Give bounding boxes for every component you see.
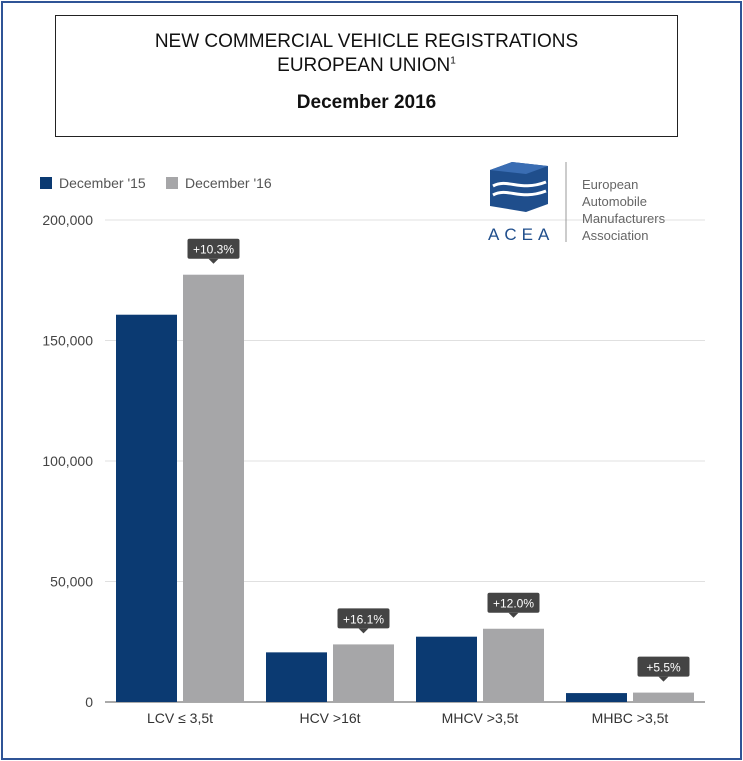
category-label: MHBC >3,5t — [592, 710, 669, 726]
logo-name-line-2: Automobile — [582, 194, 647, 209]
badge-pointer — [508, 612, 519, 618]
title-line-2: EUROPEAN UNION1 — [56, 54, 677, 78]
y-tick-label: 50,000 — [50, 574, 93, 590]
acea-logo: ACEA European Automobile Manufacturers A… — [488, 162, 666, 244]
acea-cube-icon — [490, 162, 548, 212]
legend-item: December '16 — [166, 175, 272, 191]
legend: December '15 December '16 — [40, 175, 272, 191]
bar-dec16 — [483, 628, 544, 702]
bar-dec15 — [116, 314, 177, 702]
logo-name-line-3: Manufacturers — [582, 211, 666, 226]
y-axis-ticks: 0 50,000 100,000 150,000 200,000 — [42, 212, 93, 710]
badge-box — [637, 656, 690, 677]
change-badge: +16.1% — [337, 608, 390, 634]
change-badges: +10.3% +16.1% +12.0% +5.5% — [187, 238, 690, 682]
legend-swatch — [166, 177, 178, 189]
badge-box — [487, 592, 540, 613]
category-label: MHCV >3,5t — [442, 710, 519, 726]
y-tick-label: 0 — [85, 694, 93, 710]
y-tick-label: 200,000 — [42, 212, 93, 228]
title-box: NEW COMMERCIAL VEHICLE REGISTRATIONS EUR… — [55, 15, 678, 137]
change-badge: +5.5% — [637, 656, 690, 682]
legend-label: December '16 — [185, 175, 272, 191]
bar-dec15 — [566, 693, 627, 702]
badge-pointer — [658, 676, 669, 682]
badge-label: +16.1% — [343, 612, 384, 626]
category-label: LCV ≤ 3,5t — [147, 710, 213, 726]
bar-dec16 — [183, 274, 244, 702]
y-tick-label: 100,000 — [42, 453, 93, 469]
badge-label: +12.0% — [493, 597, 534, 611]
title-line-1: NEW COMMERCIAL VEHICLE REGISTRATIONS — [154, 31, 579, 52]
change-badge: +12.0% — [487, 592, 540, 618]
title-period: December 2016 — [296, 92, 437, 113]
badge-box — [187, 238, 240, 259]
badge-pointer — [208, 258, 219, 264]
bar-dec16 — [633, 692, 694, 702]
bar-dec16 — [333, 644, 394, 702]
legend-item: December '15 — [40, 175, 146, 191]
badge-label: +10.3% — [193, 243, 234, 257]
legend-label: December '15 — [59, 175, 146, 191]
logo-name-line-1: European — [582, 177, 638, 192]
logo-wordmark: ACEA — [488, 225, 554, 244]
category-label: HCV >16t — [299, 710, 360, 726]
bar-dec15 — [416, 636, 477, 702]
bars — [116, 274, 694, 702]
footnote-mark: 1 — [450, 55, 456, 67]
change-badge: +10.3% — [187, 238, 240, 264]
bar-dec15 — [266, 652, 327, 702]
badge-pointer — [358, 628, 369, 634]
logo-name-line-4: Association — [582, 228, 648, 243]
title-line-2-text: EUROPEAN UNION — [277, 55, 451, 76]
category-labels: LCV ≤ 3,5t HCV >16t MHCV >3,5t MHBC >3,5t — [147, 710, 668, 726]
y-tick-label: 150,000 — [42, 333, 93, 349]
legend-swatch — [40, 177, 52, 189]
badge-box — [337, 608, 390, 629]
badge-label: +5.5% — [646, 661, 681, 675]
